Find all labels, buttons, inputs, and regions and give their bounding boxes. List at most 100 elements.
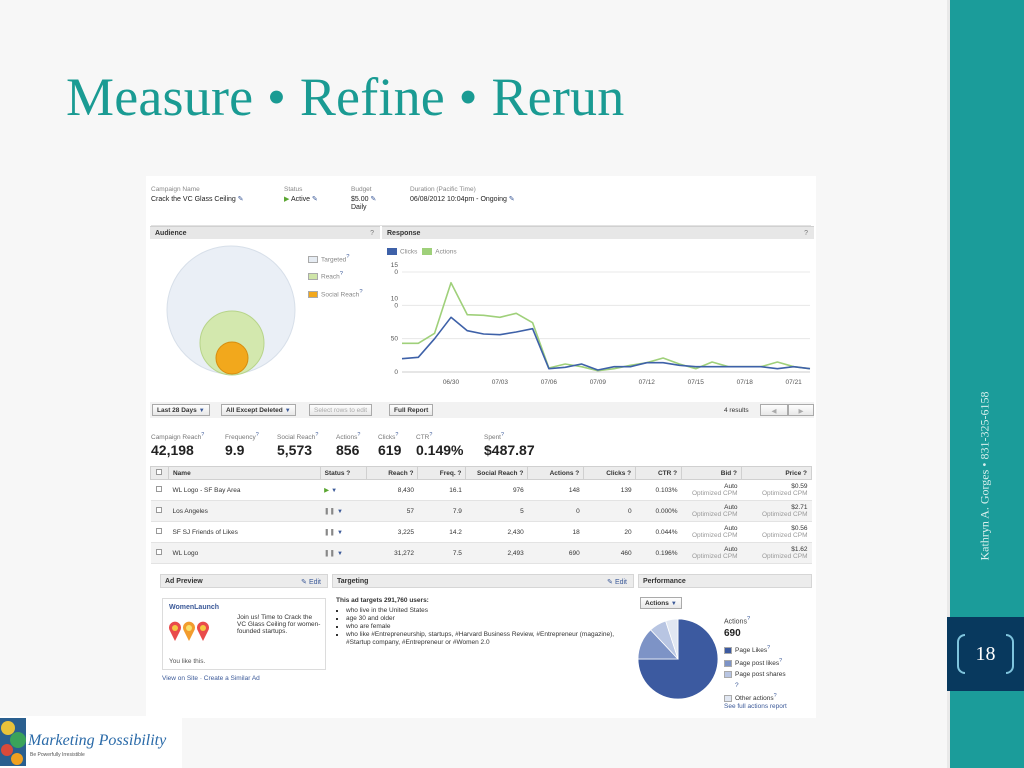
clicks-cell: 0	[583, 500, 636, 522]
col-bid[interactable]: Bid ?	[681, 466, 742, 480]
performance-metric-dropdown[interactable]: Actions ▼	[640, 597, 682, 609]
performance-header: Performance	[638, 574, 812, 588]
col-social-reach[interactable]: Social Reach ?	[465, 466, 529, 480]
status-toggle[interactable]: ❚❚ ▼	[320, 521, 367, 543]
audience-bubble-chart	[166, 245, 296, 376]
ad-preview-edit-link[interactable]: ✎ Edit	[301, 579, 321, 586]
table-row[interactable]: WL Logo ❚❚ ▼ 31,272 7.5 2,493 690 460 0.196% Auto…	[150, 542, 812, 564]
ctr-cell: 0.196%	[635, 542, 682, 564]
col-actions[interactable]: Actions ?	[527, 466, 585, 480]
ad-preview-title: Ad Preview	[165, 578, 203, 585]
performance-title: Performance	[643, 578, 686, 585]
table-header-row: Name Status ? Reach ? Freq. ? Social Rea…	[150, 466, 812, 480]
x-tick-label: 07/15	[688, 379, 705, 386]
row-checkbox[interactable]	[156, 486, 163, 492]
col-status[interactable]: Status ?	[319, 466, 367, 480]
audience-header: Audience ?	[150, 226, 380, 239]
full-report-button[interactable]: Full Report	[389, 404, 434, 416]
targeting-edit-link[interactable]: ✎ Edit	[607, 579, 627, 586]
list-item: who live in the United States	[346, 607, 631, 615]
social-reach-cell: 976	[465, 479, 528, 501]
y-tick-label: 0	[394, 302, 398, 309]
pencil-icon: ✎	[607, 579, 613, 586]
actions-cell: 148	[527, 479, 584, 501]
ad-preview-links[interactable]: View on Site · Create a Similar Ad	[162, 675, 260, 682]
stat-label-ctr: CTR?	[416, 432, 433, 442]
row-checkbox[interactable]	[156, 507, 163, 513]
ad-set-name[interactable]: WL Logo	[168, 542, 321, 564]
see-full-actions-link[interactable]: See full actions report	[724, 703, 787, 710]
ad-set-name[interactable]: SF SJ Friends of Likes	[168, 521, 321, 543]
pencil-icon[interactable]: ✎	[370, 196, 377, 203]
bid-cell: Auto Optimized CPM	[681, 521, 742, 543]
legend-social-reach: Social Reach?	[308, 285, 363, 302]
table-row[interactable]: Los Angeles ❚❚ ▼ 57 7.9 5 0 0 0.000% Auto Optimize…	[150, 500, 812, 522]
price-cell: $0.59 Optimized CPM	[741, 479, 812, 501]
ctr-cell: 0.044%	[635, 521, 682, 543]
response-header: Response ?	[382, 226, 814, 239]
status-toggle[interactable]: ❚❚ ▼	[320, 500, 367, 522]
col-freq[interactable]: Freq. ?	[417, 466, 467, 480]
clicks-cell: 460	[583, 542, 636, 564]
pause-icon[interactable]: ❚❚	[324, 550, 336, 557]
row-checkbox[interactable]	[156, 528, 163, 534]
help-icon[interactable]: ?	[370, 230, 374, 237]
freq-cell: 14.2	[417, 521, 466, 543]
performance-actions-label: Actions?	[724, 616, 751, 626]
ad-set-name[interactable]: WL Logo - SF Bay Area	[168, 479, 321, 501]
pencil-icon[interactable]: ✎	[311, 196, 318, 203]
logo-mosaic-icon	[0, 718, 26, 766]
pause-icon[interactable]: ❚❚	[324, 529, 336, 536]
social-reach-cell: 5	[465, 500, 528, 522]
status-toggle[interactable]: ❚❚ ▼	[320, 542, 367, 564]
y-tick-label: 0	[394, 369, 398, 376]
row-checkbox[interactable]	[156, 549, 163, 555]
chevron-down-icon: ▼	[337, 509, 343, 515]
help-icon[interactable]: ?	[804, 230, 808, 237]
select-all-checkbox[interactable]	[150, 466, 169, 480]
pencil-icon[interactable]: ✎	[237, 196, 244, 203]
filter-dropdown[interactable]: All Except Deleted ▼	[221, 404, 296, 416]
actions-cell: 690	[527, 542, 584, 564]
audience-legend: Targeted? Reach? Social Reach?	[308, 250, 363, 302]
page-number: 18	[975, 643, 996, 665]
summary-stats: Campaign Reach? 42,198 Frequency? 9.9 So…	[151, 432, 811, 460]
social-reach-cell: 2,430	[465, 521, 528, 543]
prev-page-button[interactable]: ◀	[760, 404, 788, 416]
table-row[interactable]: SF SJ Friends of Likes ❚❚ ▼ 3,225 14.2 2,430 1…	[150, 521, 812, 543]
ad-sets-table: Name Status ? Reach ? Freq. ? Social Rea…	[150, 466, 812, 564]
col-clicks[interactable]: Clicks ?	[583, 466, 637, 480]
price-cell: $1.62 Optimized CPM	[741, 542, 812, 564]
pie-slice	[665, 618, 679, 660]
pencil-icon[interactable]: ✎	[508, 196, 515, 203]
table-row[interactable]: WL Logo - SF Bay Area ▶ ▼ 8,430 16.1 976 148 13…	[150, 479, 812, 501]
targeting-list: who live in the United States age 30 and…	[346, 607, 631, 647]
select-rows-button[interactable]: Select rows to edit	[309, 404, 373, 416]
col-ctr[interactable]: CTR ?	[635, 466, 683, 480]
results-count: 4 results	[724, 407, 749, 414]
slide-title: Measure • Refine • Rerun	[66, 67, 625, 127]
response-legend: Clicks Actions	[387, 248, 457, 255]
ad-set-name[interactable]: Los Angeles	[168, 500, 321, 522]
col-name[interactable]: Name	[167, 466, 321, 480]
freq-cell: 7.9	[417, 500, 466, 522]
stat-value-reach: 42,198	[151, 442, 194, 458]
stat-value-frequency: 9.9	[225, 442, 245, 458]
legend-targeted: Targeted?	[308, 250, 363, 267]
pause-icon[interactable]: ❚❚	[324, 508, 336, 515]
x-tick-label: 07/06	[541, 379, 558, 386]
col-reach[interactable]: Reach ?	[365, 466, 419, 480]
status-toggle[interactable]: ▶ ▼	[320, 479, 367, 501]
ad-like-text: You like this.	[169, 658, 206, 665]
play-icon[interactable]: ▶	[324, 487, 330, 494]
ad-preview-card[interactable]: WomenLaunch Join us! Time to Crack the V…	[162, 598, 326, 670]
budget-period: Daily	[351, 204, 367, 211]
stat-label-reach: Campaign Reach?	[151, 432, 205, 442]
y-tick-label: 15	[391, 262, 399, 269]
date-range-dropdown[interactable]: Last 28 Days ▼	[152, 404, 210, 416]
freq-cell: 16.1	[417, 479, 466, 501]
chevron-down-icon: ▼	[670, 601, 677, 607]
col-price[interactable]: Price ?	[741, 466, 812, 480]
next-page-button[interactable]: ▶	[788, 404, 814, 416]
